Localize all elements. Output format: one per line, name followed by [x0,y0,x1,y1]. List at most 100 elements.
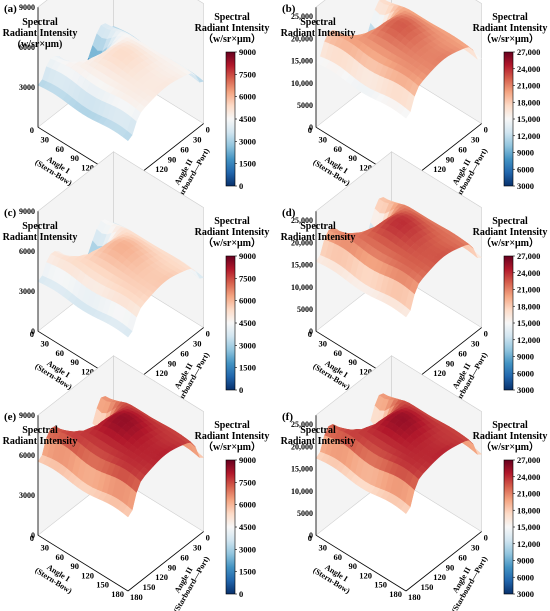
z-axis-title-line: Spectral [300,221,336,232]
surface-cell [122,130,133,142]
panel-label: (c) [4,207,17,219]
angle-i-tick-label: 120 [81,366,94,376]
colorbar-title-line: Spectral [214,216,250,227]
angle-i-tick-label: 60 [334,144,343,154]
z-axis-title-line: Spectral [300,17,336,28]
angle-i-tick-label: 60 [56,552,65,562]
surface [315,0,483,119]
surface [37,395,205,518]
colorbar-title-line: Spectral [492,216,528,227]
colorbar-tick-label: 27,000 [517,455,540,465]
z-tick-label: 15,000 [291,465,313,474]
angle-ii-tick-label: 0 [206,329,210,339]
angle-i-tick-label: 30 [41,339,50,349]
angle-ii-tick-label: 0 [484,329,488,339]
colorbar-tick-label: 18,000 [517,505,540,515]
colorbar-tick-label: 7500 [239,477,256,487]
surface [315,392,483,515]
z-axis-title: Spectral Radiant Intensity [281,17,356,39]
colorbar-tick-label: 0 [239,181,243,191]
z-axis-title-line: Radiant Intensity [281,232,356,243]
z-axis-title-line: Spectral [22,221,58,232]
colorbar-tick-label: 27,000 [517,251,540,261]
z-tick-label: 5000 [297,101,313,110]
z-tick-label: 20,000 [291,238,313,247]
colorbar: 0 1500 3000 4500 6000 7500 9000 Spectral Radiant… [195,420,270,599]
panel-label: (b) [282,3,296,15]
colorbar-tick-label: 18,000 [517,301,540,311]
colorbar-tick-label: 7500 [239,69,256,79]
angle-i-tick-label: 120 [81,570,94,580]
angle-i-tick-label: 180 [111,589,124,599]
surface [315,196,483,318]
axis-angle-i-line [315,534,407,592]
z-axis-title: Spectral Radiant Intensity [281,425,356,447]
angle-i-tick-label: 60 [56,348,65,358]
angle-i-tick-label: 60 [334,552,343,562]
z-tick-label: 3000 [19,491,35,500]
angle-i-tick-label: 60 [334,348,343,358]
z-tick-label: 5000 [297,509,313,518]
angle-i-tick-label: 150 [374,580,387,590]
angle-ii-tick-label: 60 [458,348,467,358]
angle-ii-tick-label: 90 [446,562,455,572]
colorbar-tick-label: 15,000 [517,318,540,328]
z-tick-label: 6000 [19,451,35,460]
angle-ii-tick-label: 150 [421,582,434,592]
z-tick-label: 15,000 [291,57,313,66]
z-axis-title-line: Radiant Intensity [281,28,356,39]
angle-i-tick-label: 0 [308,329,312,339]
z-tick-label: 10,000 [291,487,313,496]
z-tick-label: 0 [31,327,35,336]
angle-ii-tick-label: 120 [155,572,168,582]
colorbar-tick-label: 9000 [239,47,256,57]
colorbar-tick-label: 7500 [239,273,256,283]
colorbar-tick-label: 15,000 [517,522,540,532]
colorbar-gradient [225,51,236,187]
z-tick-label: 0 [309,531,313,540]
colorbar-tick-label: 1500 [239,159,256,169]
angle-ii-tick-label: 0 [484,533,488,543]
angle-i-tick-label: 120 [359,366,372,376]
colorbar-tick-label: 6000 [239,92,256,102]
angle-ii-tick-label: 0 [484,125,488,135]
angle-i-tick-label: 180 [389,589,402,599]
z-tick-label: 15,000 [291,261,313,270]
colorbar-tick-label: 9000 [239,455,256,465]
colorbar-tick-label: 4500 [239,114,256,124]
angle-ii-tick-label: 90 [446,358,455,368]
colorbar: 3000 6000 9000 12,000 15,000 18,000 21,000 24,0… [473,420,548,599]
panel-label: (a) [4,3,17,15]
colorbar-tick-label: 3000 [239,340,256,350]
colorbar-title: Spectral Radiant Intensity （w/sr×μm） [473,216,548,249]
angle-i-tick-label: 120 [359,162,372,172]
surface-cell [467,46,478,60]
z-tick-label: 3000 [19,287,35,296]
colorbar-title-line: （w/sr×μm） [481,236,539,249]
z-axis-title-line: Radiant Intensity [281,436,356,447]
colorbar-tick-label: 21,000 [517,81,540,91]
z-tick-label: 9000 [19,207,35,216]
colorbar-tick-label: 24,000 [517,64,540,74]
z-axis-title-line: Radiant Intensity [3,28,78,39]
angle-i-tick-label: 0 [30,329,34,339]
z-tick-label: 3000 [19,83,35,92]
colorbar-title-line: Radiant Intensity [195,431,270,442]
angle-ii-tick-label: 120 [433,164,446,174]
colorbar: 3000 6000 9000 12,000 15,000 18,000 21,000 24,0… [473,12,548,191]
colorbar-title-line: Radiant Intensity [195,23,270,34]
colorbar-tick-label: 9000 [517,556,534,566]
z-tick-label: 20,000 [291,442,313,451]
colorbar-title-line: Radiant Intensity [473,23,548,34]
colorbar-title: Spectral Radiant Intensity （w/sr×μm） [195,420,270,453]
angle-ii-tick-label: 30 [193,135,202,145]
colorbar-tick-label: 12,000 [517,335,540,345]
z-tick-label: 10,000 [291,283,313,292]
colorbar-gradient [503,459,514,595]
surface-cell [122,326,133,338]
z-tick-label: 25,000 [291,12,313,21]
colorbar-title-line: Radiant Intensity [473,431,548,442]
